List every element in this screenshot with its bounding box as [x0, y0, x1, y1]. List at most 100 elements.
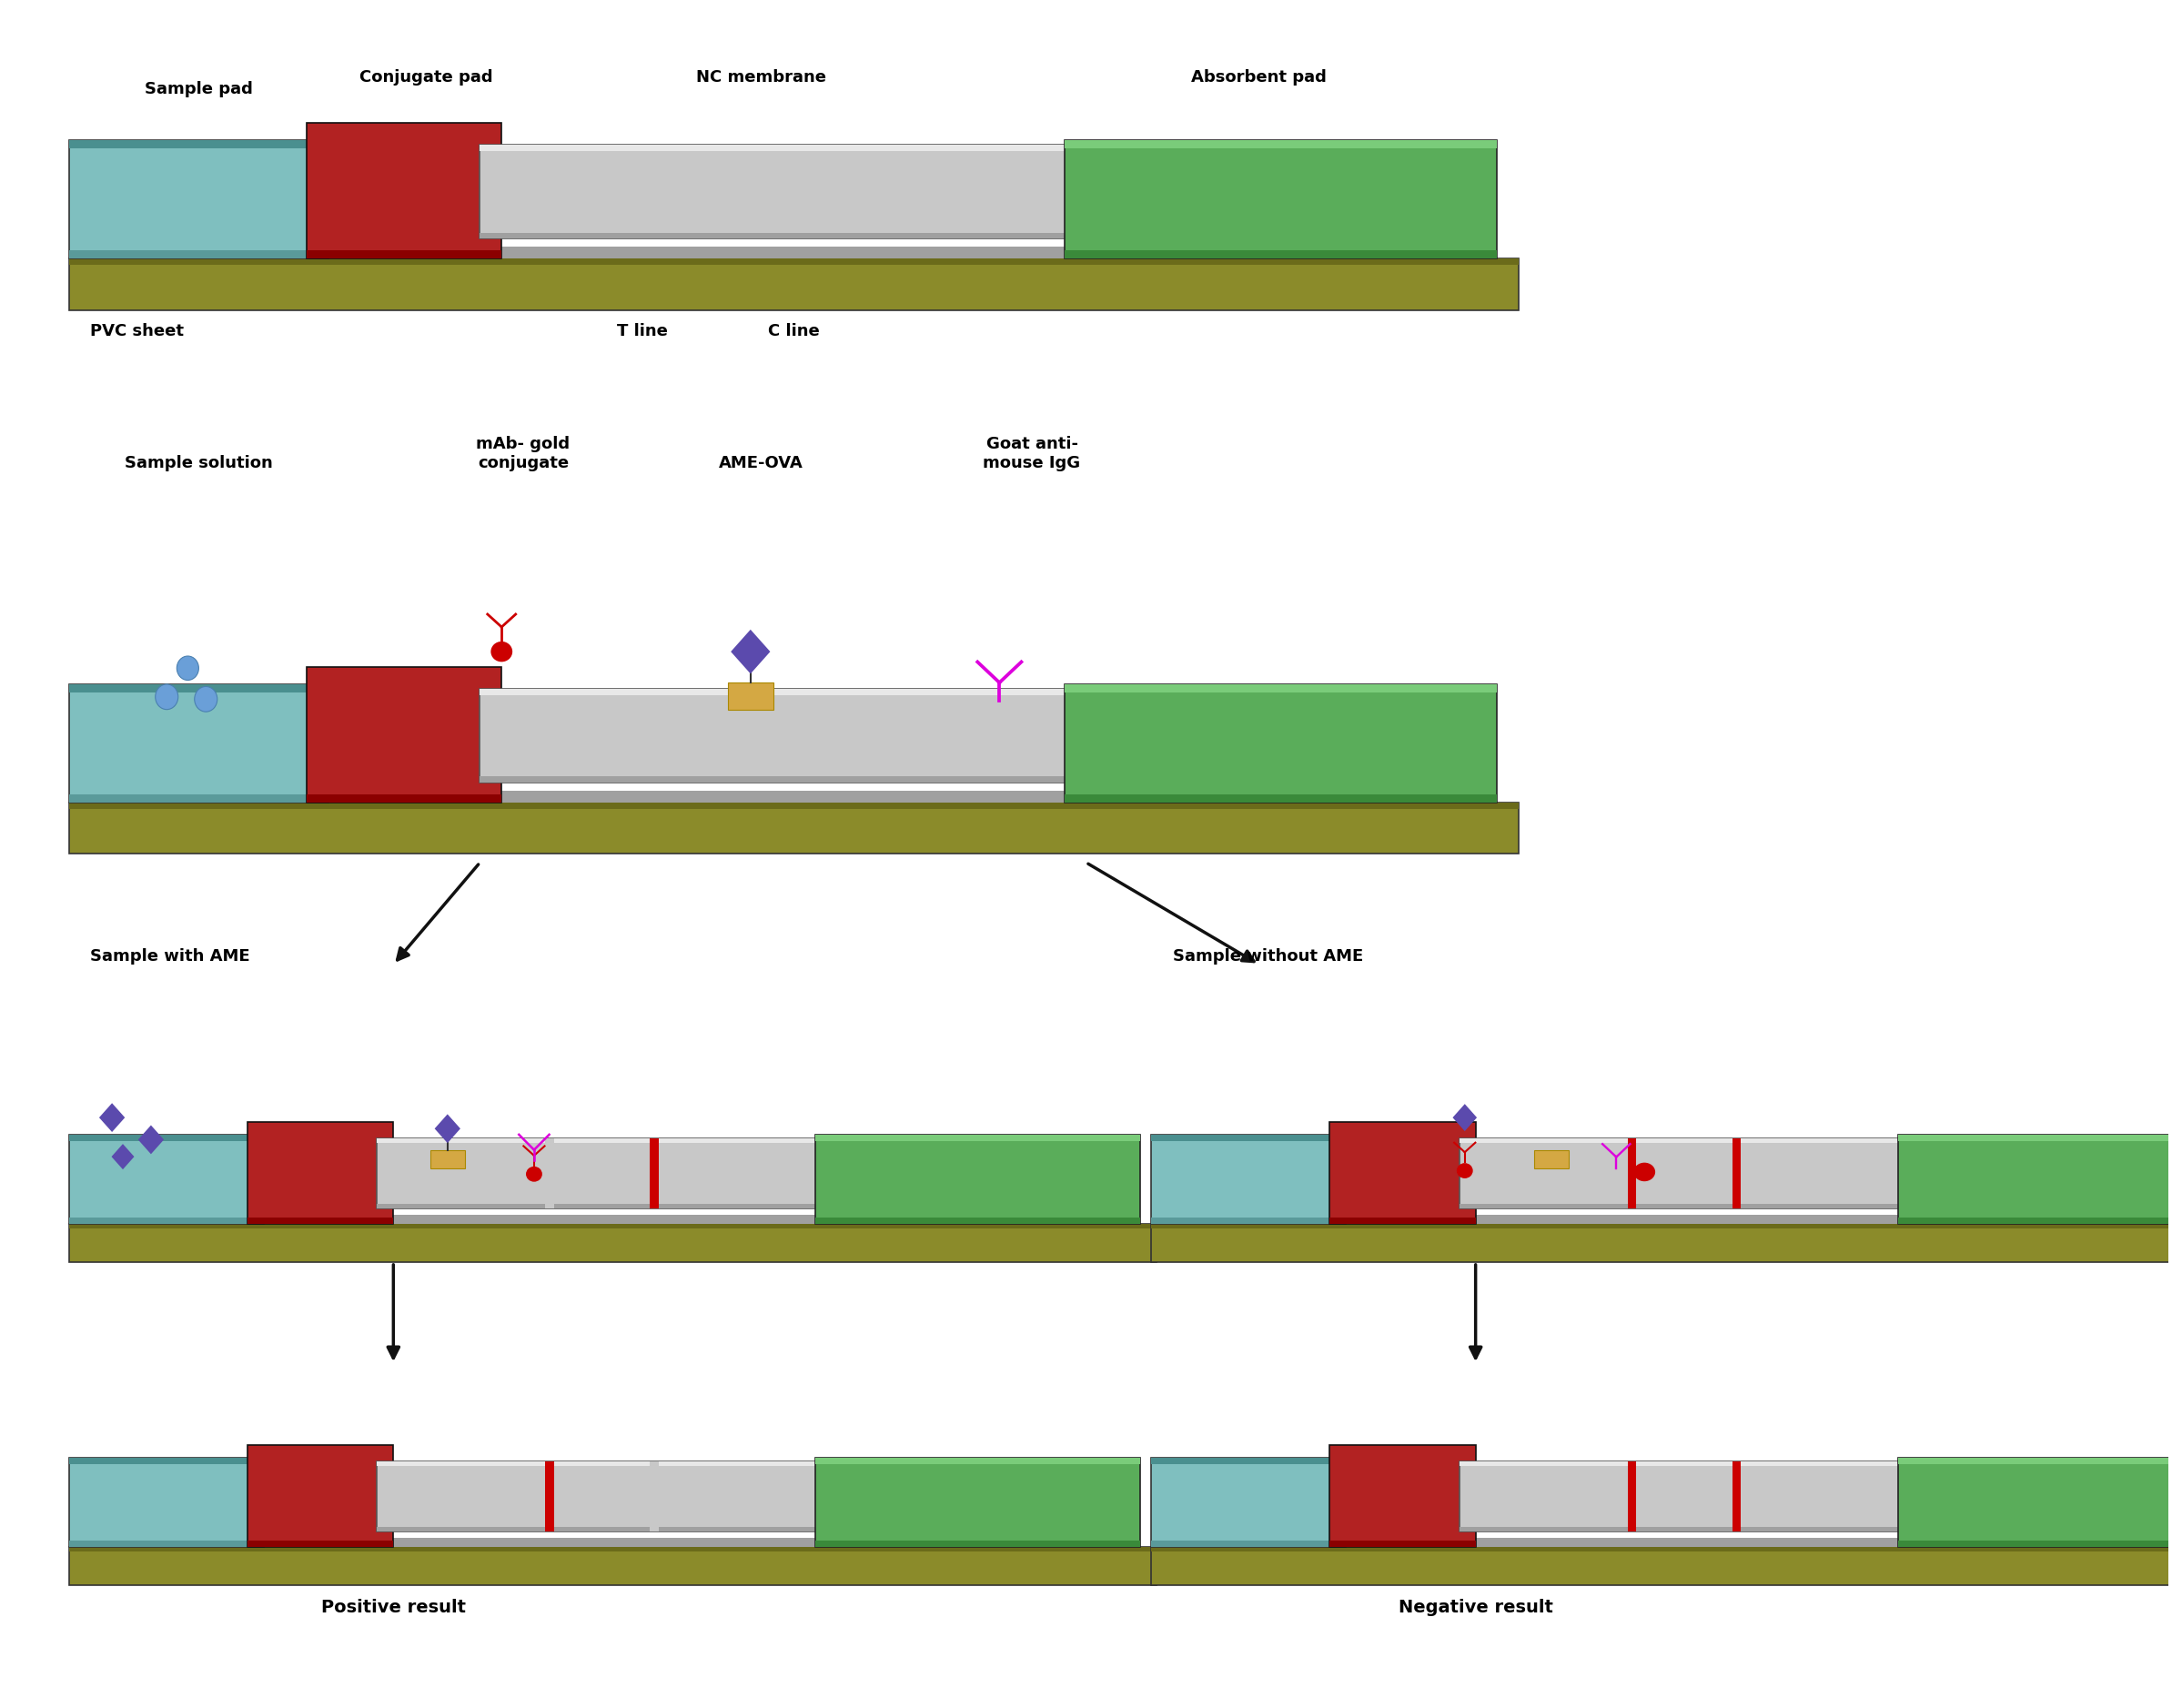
Bar — [1460, 1527, 1914, 1532]
Bar — [1627, 1462, 1636, 1532]
Text: PVC sheet: PVC sheet — [91, 323, 185, 340]
Ellipse shape — [491, 642, 513, 663]
Bar — [306, 794, 502, 803]
Bar — [1151, 1218, 1347, 1225]
Ellipse shape — [176, 656, 198, 680]
Bar — [306, 248, 1097, 260]
Text: Sample solution: Sample solution — [124, 454, 274, 471]
Bar — [70, 1547, 1156, 1551]
Bar — [70, 1225, 1156, 1262]
Bar — [248, 1214, 841, 1225]
Bar — [430, 1149, 465, 1168]
Bar — [1151, 1134, 1347, 1225]
Bar — [1329, 1218, 1475, 1225]
Bar — [1151, 1457, 1347, 1547]
Bar — [1151, 1547, 2172, 1551]
Bar — [1151, 1225, 2172, 1228]
Bar — [480, 688, 1086, 695]
Bar — [1460, 1462, 1914, 1532]
Bar — [480, 688, 1086, 782]
Text: Negative result: Negative result — [1399, 1599, 1553, 1616]
Bar — [248, 1445, 393, 1547]
Bar — [545, 1139, 554, 1209]
Bar — [480, 145, 1086, 150]
Polygon shape — [434, 1114, 460, 1143]
Bar — [480, 777, 1086, 782]
Bar — [70, 1541, 263, 1547]
Bar — [70, 794, 328, 803]
Ellipse shape — [156, 685, 178, 709]
Bar — [1064, 140, 1497, 260]
Text: mAb- gold
conjugate: mAb- gold conjugate — [476, 436, 571, 471]
Bar — [306, 251, 502, 260]
Bar — [1151, 1457, 1347, 1464]
Ellipse shape — [1633, 1163, 1655, 1182]
Bar — [1898, 1457, 2172, 1464]
Bar — [378, 1462, 832, 1465]
Bar — [1151, 1134, 1347, 1141]
Bar — [1064, 683, 1497, 692]
Polygon shape — [111, 1144, 135, 1170]
Text: Absorbent pad: Absorbent pad — [1192, 68, 1327, 85]
Bar — [1064, 794, 1497, 803]
Bar — [545, 1462, 554, 1532]
Bar — [1329, 1537, 1922, 1547]
Bar — [480, 145, 1086, 239]
Bar — [1151, 1541, 1347, 1547]
Bar — [1898, 1134, 2172, 1225]
Text: Goat anti-
mouse IgG: Goat anti- mouse IgG — [984, 436, 1082, 471]
Bar — [1731, 1139, 1742, 1209]
Bar — [1460, 1139, 1914, 1209]
Bar — [70, 260, 1518, 309]
Bar — [649, 1462, 658, 1532]
Bar — [70, 803, 1518, 810]
Polygon shape — [1453, 1103, 1477, 1131]
Bar — [70, 1134, 263, 1225]
Bar — [248, 1218, 393, 1225]
Bar — [70, 251, 328, 260]
Bar — [1329, 1122, 1475, 1225]
Bar — [1898, 1218, 2172, 1225]
Bar — [1627, 1139, 1636, 1209]
Bar — [378, 1204, 832, 1209]
Bar — [1460, 1139, 1914, 1143]
Bar — [1731, 1462, 1742, 1532]
Bar — [378, 1527, 832, 1532]
Text: Sample without AME: Sample without AME — [1173, 948, 1364, 965]
Ellipse shape — [526, 1167, 543, 1182]
Ellipse shape — [195, 687, 217, 712]
Bar — [1064, 683, 1497, 803]
Bar — [814, 1457, 1140, 1464]
Bar — [70, 1225, 1156, 1228]
Bar — [306, 791, 1097, 803]
Bar — [1329, 1214, 1922, 1225]
Bar — [1898, 1541, 2172, 1547]
Bar — [1151, 1225, 2172, 1262]
Bar — [1898, 1457, 2172, 1547]
Bar — [814, 1134, 1140, 1141]
Bar — [1460, 1462, 1914, 1465]
Bar — [728, 681, 773, 709]
Bar — [70, 803, 1518, 854]
Bar — [649, 1139, 658, 1209]
Bar — [814, 1218, 1140, 1225]
Polygon shape — [730, 630, 771, 673]
Bar — [248, 1537, 841, 1547]
Text: NC membrane: NC membrane — [697, 68, 825, 85]
Bar — [70, 1457, 263, 1547]
Ellipse shape — [1457, 1163, 1473, 1179]
Bar — [1329, 1541, 1475, 1547]
Bar — [1064, 251, 1497, 260]
Text: Sample with AME: Sample with AME — [91, 948, 250, 965]
Bar — [70, 260, 1518, 265]
Polygon shape — [100, 1103, 126, 1132]
Text: T line: T line — [617, 323, 667, 340]
Bar — [1064, 140, 1497, 149]
Text: Sample pad: Sample pad — [146, 80, 252, 97]
Bar — [1898, 1134, 2172, 1141]
Bar — [70, 140, 328, 149]
Text: AME-OVA: AME-OVA — [719, 454, 804, 471]
Bar — [70, 683, 328, 692]
Bar — [70, 140, 328, 260]
Text: Conjugate pad: Conjugate pad — [358, 68, 493, 85]
